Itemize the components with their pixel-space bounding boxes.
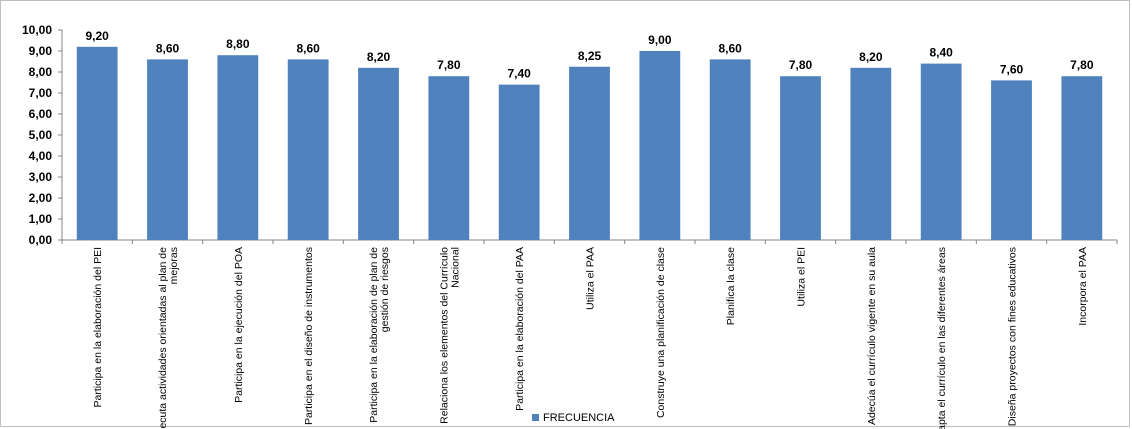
x-category-label: mejoras (168, 247, 180, 284)
x-category-label: Participa en la elaboración del PEI (92, 247, 104, 408)
x-category-label: Utiliza el PAA (585, 247, 597, 310)
bar (76, 46, 118, 240)
legend-label: FRECUENCIA (543, 412, 615, 424)
data-label: 7,40 (507, 67, 531, 81)
y-tick-label: 7,00 (29, 86, 53, 100)
bar (287, 59, 329, 241)
x-category-label: Construye una planificación de clase (655, 247, 667, 418)
data-label: 7,80 (1070, 58, 1094, 72)
x-category-label: Participa en la elaboración de plan de (368, 247, 380, 423)
data-label: 9,20 (85, 29, 109, 43)
bar (358, 67, 399, 240)
x-category-label: gestión de riesgos (379, 247, 391, 332)
y-tick-label: 8,00 (29, 65, 53, 79)
x-category-label: Adecúa el currículo vigente en su aula (866, 247, 878, 425)
x-category-label: Participa en la ejecución del POA (233, 247, 245, 403)
bar (428, 76, 470, 240)
data-label: 7,80 (789, 58, 813, 72)
x-category-label: Participa en el diseño de instrumentos (303, 247, 315, 425)
y-tick-label: 2,00 (29, 191, 53, 205)
bar (639, 51, 681, 240)
y-tick-label: 4,00 (29, 149, 53, 163)
bar (147, 59, 188, 241)
bar (780, 76, 821, 240)
data-label: 8,60 (718, 41, 742, 55)
data-label: 7,60 (1000, 62, 1024, 76)
legend-swatch (532, 414, 539, 421)
data-label: 8,25 (578, 49, 602, 63)
y-tick-label: 0,00 (29, 233, 53, 247)
y-tick-label: 5,00 (29, 128, 53, 142)
data-label: 8,20 (367, 50, 391, 64)
data-label: 7,80 (437, 58, 461, 72)
x-category-label: Nacional (449, 247, 461, 288)
data-label: 8,60 (156, 41, 180, 55)
bar (920, 63, 962, 240)
data-label: 8,20 (859, 50, 883, 64)
bar (991, 80, 1032, 241)
x-category-label: Ejecuta actividades orientadas al plan d… (157, 247, 169, 429)
data-label: 8,40 (929, 46, 953, 60)
x-category-label: Planifica la clase (725, 247, 737, 325)
bar (498, 84, 540, 240)
x-category-label: Diseña proyectos con fines educativos (1007, 247, 1019, 426)
x-category-label: Adapta el currículo en las diferentes ár… (936, 247, 948, 429)
y-tick-label: 3,00 (29, 170, 53, 184)
y-tick-label: 9,00 (29, 44, 53, 58)
x-category-label: Participa en la elaboración del PAA (514, 247, 526, 411)
bar (217, 55, 259, 241)
y-tick-label: 1,00 (29, 212, 53, 226)
x-category-label: Relaciona los elementos del Currículo (438, 247, 450, 424)
bar (709, 59, 751, 241)
x-category-label: Incorpora el PAA (1077, 247, 1089, 326)
bar (850, 67, 892, 240)
y-tick-label: 6,00 (29, 107, 53, 121)
data-label: 8,80 (226, 37, 250, 51)
data-label: 9,00 (648, 33, 672, 47)
x-category-label: Utiliza el PEI (796, 247, 808, 307)
bar (569, 66, 610, 240)
bar (1061, 76, 1103, 240)
y-tick-label: 10,00 (22, 23, 52, 37)
data-label: 8,60 (296, 41, 320, 55)
